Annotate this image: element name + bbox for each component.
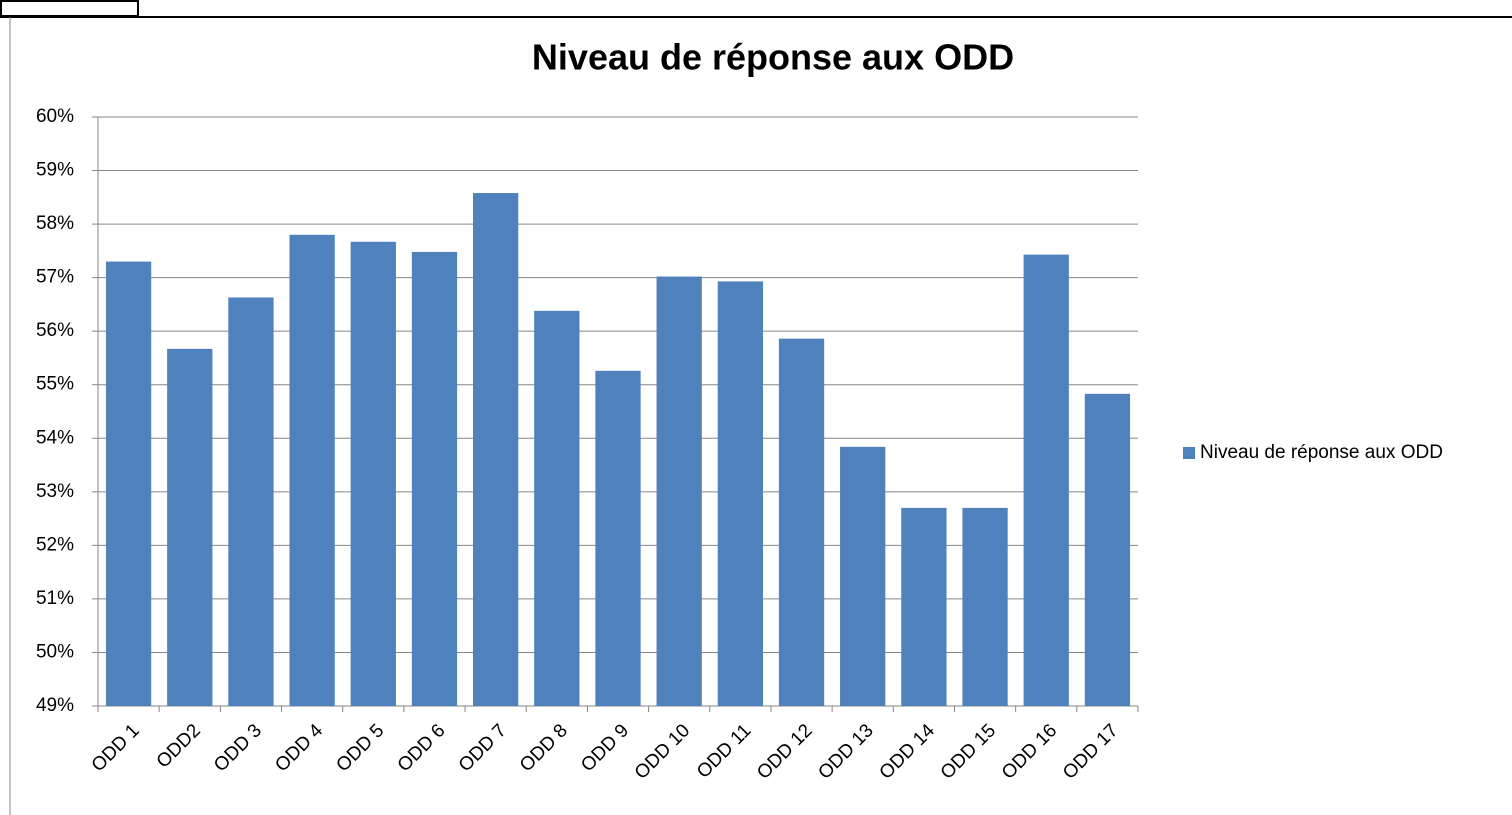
y-tick-label: 58% [36, 213, 74, 234]
bar [228, 297, 274, 706]
bar [595, 370, 641, 706]
bar [411, 251, 458, 706]
y-tick-label: 59% [36, 160, 74, 181]
legend-label: Niveau de réponse aux ODD [1200, 442, 1443, 463]
y-tick-label: 52% [36, 534, 74, 555]
chart-title: Niveau de réponse aux ODD [532, 37, 1014, 78]
y-tick-label: 51% [36, 588, 74, 609]
y-tick-label: 49% [36, 695, 74, 716]
y-tick-label: 57% [36, 267, 74, 288]
y-tick-label: 53% [36, 481, 74, 502]
bar [962, 507, 1008, 706]
bar [105, 261, 152, 706]
cell [0, 0, 139, 17]
bar [167, 348, 213, 706]
bar [840, 446, 886, 706]
y-tick-label: 56% [36, 320, 74, 341]
bar [350, 241, 396, 706]
bar [901, 507, 947, 706]
bar [1023, 254, 1069, 706]
y-tick-label: 60% [36, 106, 74, 127]
y-tick-label: 55% [36, 374, 74, 395]
bar [289, 234, 335, 707]
y-tick-label: 54% [36, 427, 74, 448]
bar [473, 193, 519, 706]
bar [656, 276, 702, 706]
bar [717, 281, 763, 706]
y-tick-label: 50% [36, 641, 74, 662]
legend-swatch [1183, 447, 1195, 459]
bar [778, 338, 825, 706]
bar [534, 310, 580, 706]
bar [1084, 393, 1131, 706]
